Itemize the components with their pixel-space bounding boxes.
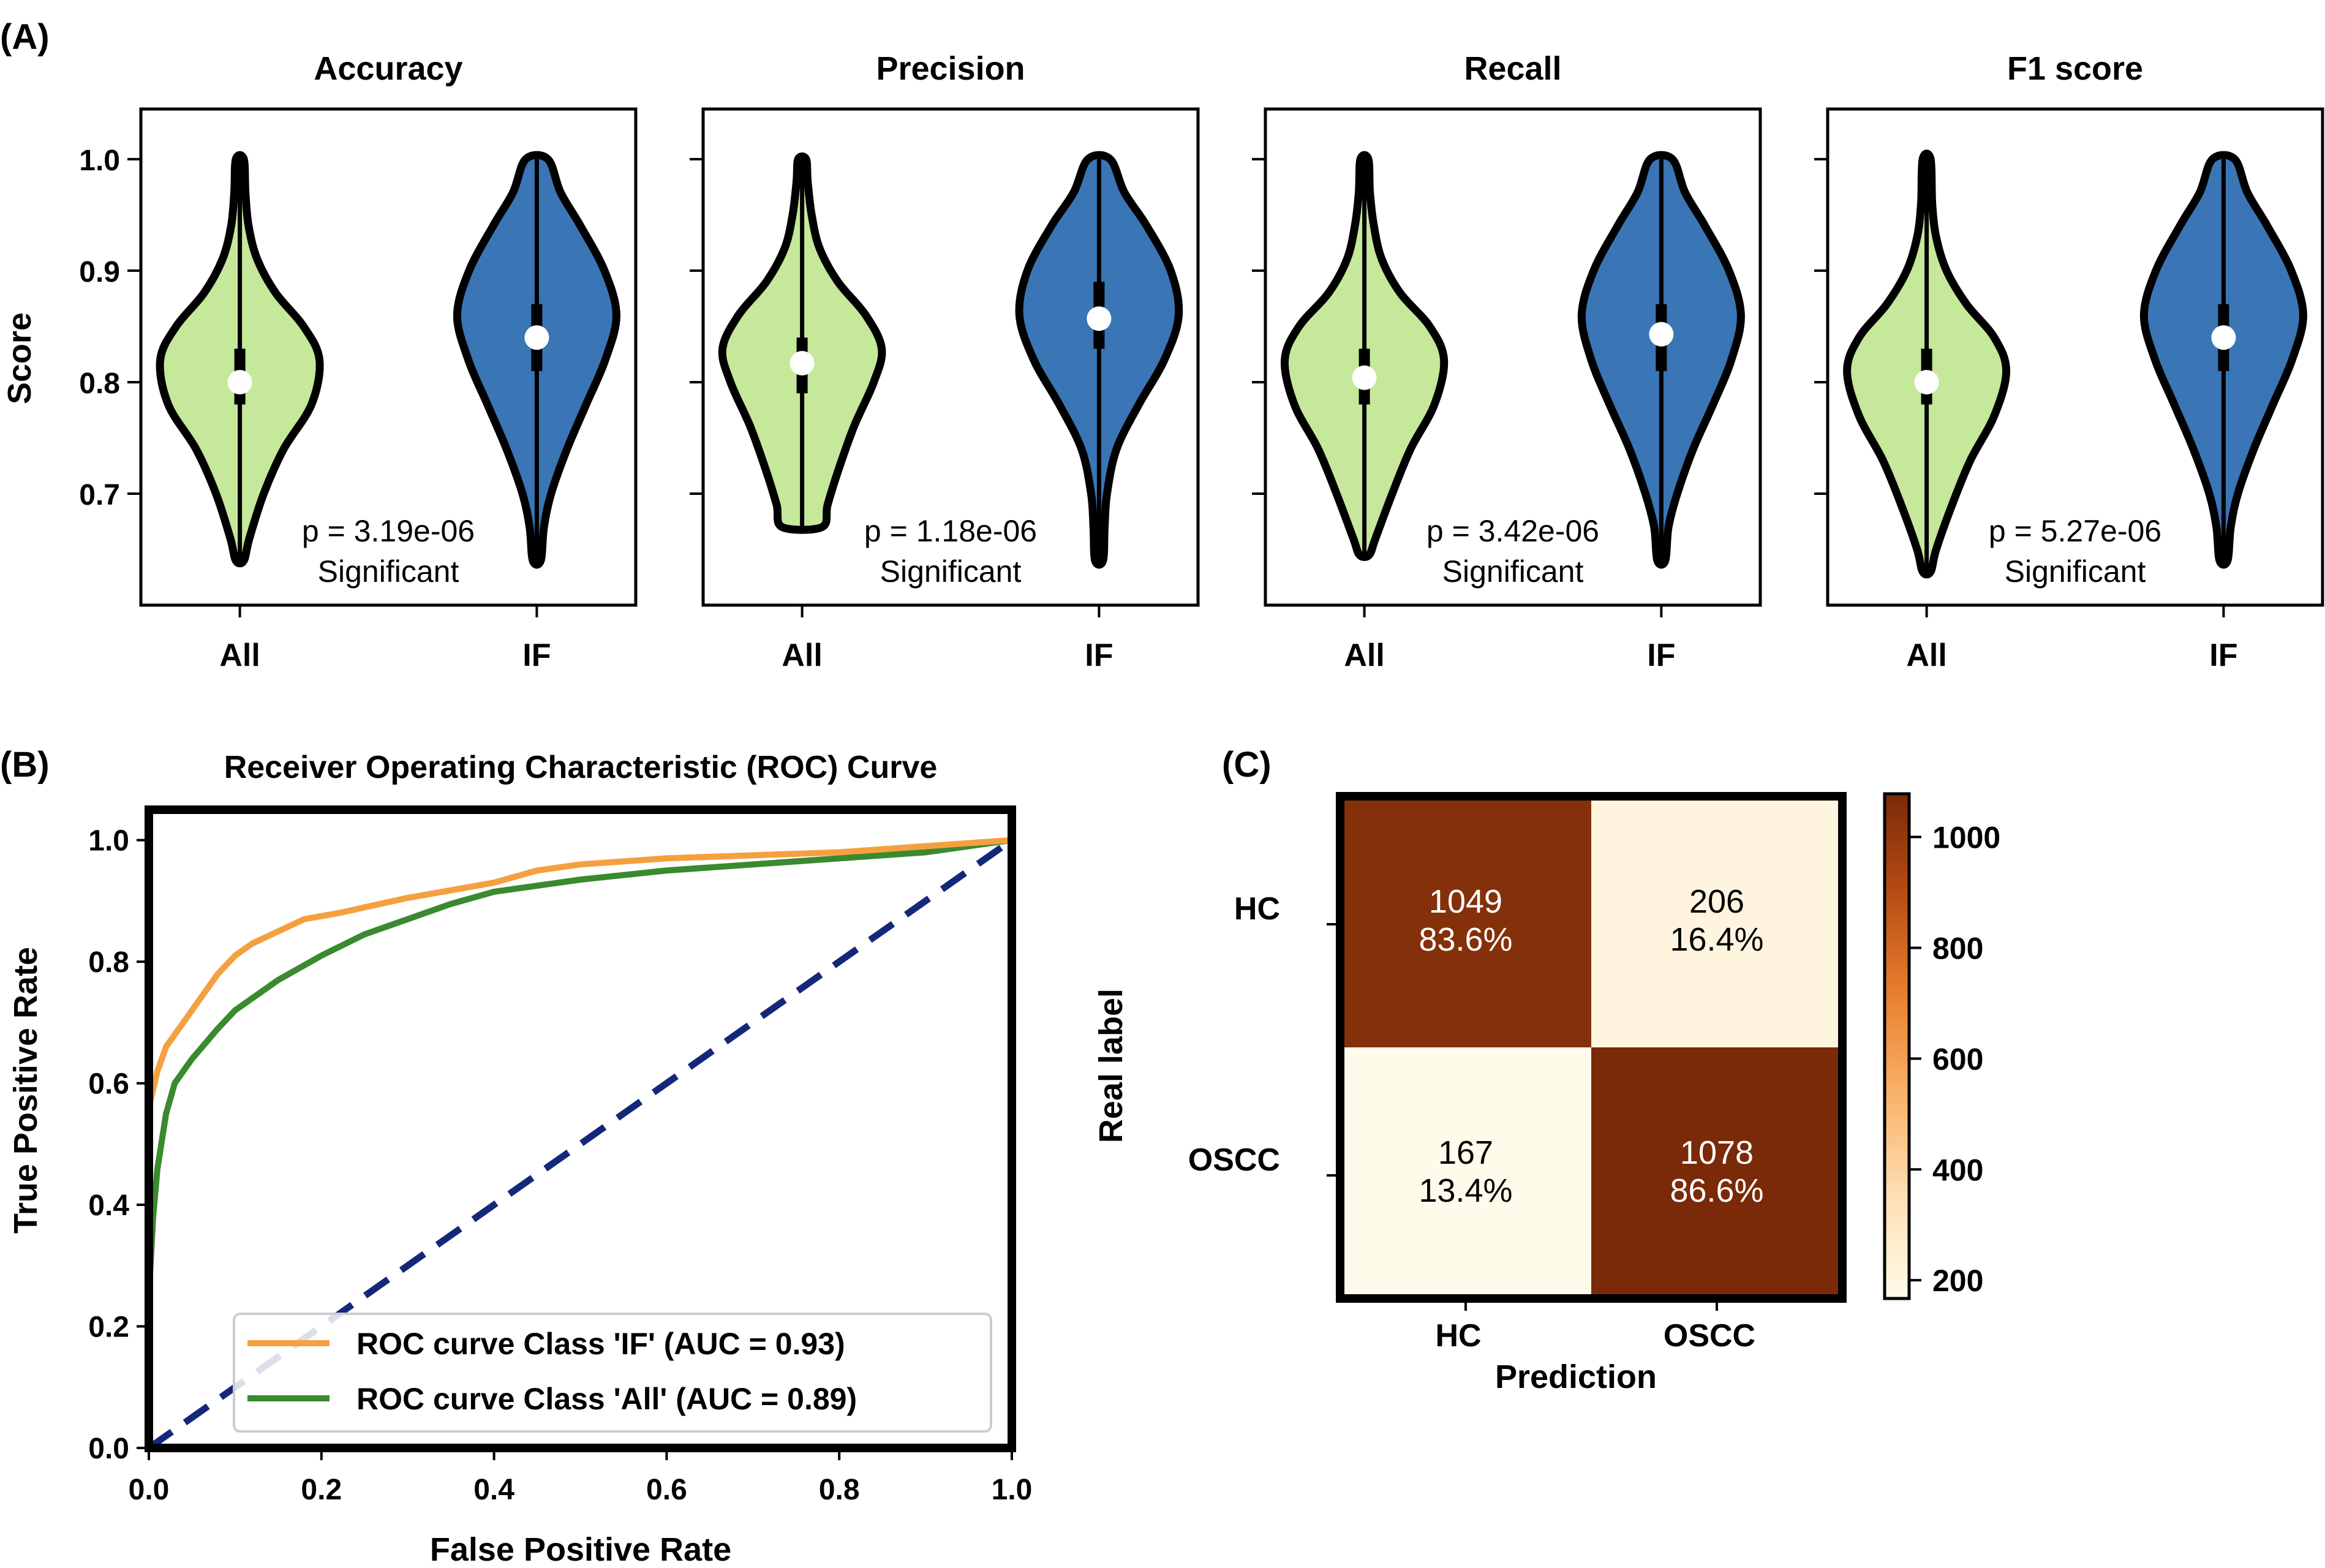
cell-percent: 83.6% bbox=[1419, 921, 1512, 958]
matrix-cell bbox=[1340, 796, 1591, 1047]
matrix-frame bbox=[1336, 792, 1847, 1303]
significance-label: Significant bbox=[1442, 554, 1584, 589]
y-tick-label: 0.7 bbox=[79, 479, 120, 511]
x-tick-label: 0.2 bbox=[301, 1474, 342, 1506]
x-tick-label: 1.0 bbox=[992, 1474, 1033, 1506]
roc-y-axis-label: True Positive Rate bbox=[7, 947, 44, 1234]
x-tick-label: IF bbox=[2209, 638, 2237, 673]
violin-median-dot bbox=[1087, 306, 1112, 331]
matrix-cell bbox=[1591, 1047, 1842, 1298]
y-tick-label: 0.8 bbox=[79, 368, 120, 400]
cell-count: 1078 bbox=[1680, 1134, 1754, 1171]
colorbar-tick-label: 1000 bbox=[1932, 821, 2000, 855]
panel-b-roc: (B) Receiver Operating Characteristic (R… bbox=[0, 745, 1032, 1568]
cell-percent: 16.4% bbox=[1670, 921, 1763, 958]
y-tick-label: 1.0 bbox=[88, 825, 129, 858]
x-tick-label: All bbox=[219, 638, 260, 673]
violin-median-dot bbox=[789, 351, 815, 376]
x-category-label: HC bbox=[1435, 1318, 1481, 1354]
cell-count: 206 bbox=[1689, 883, 1744, 920]
subplot-frame bbox=[139, 107, 638, 607]
x-tick-label: IF bbox=[522, 638, 551, 673]
y-tick-label: 0.4 bbox=[88, 1189, 129, 1222]
roc-line-roc-curve-class-if bbox=[149, 837, 1012, 1448]
subplot-f1-score: F1 score All IF p = 5.27e-06 Significant bbox=[1814, 50, 2324, 673]
subplot-precision: Precision All IF p = 1.18e-06 Significant bbox=[690, 50, 1200, 673]
roc-x-axis-label: False Positive Rate bbox=[430, 1531, 731, 1568]
matrix-cell bbox=[1591, 796, 1842, 1047]
subplot-title: F1 score bbox=[2007, 50, 2143, 87]
subplot-frame bbox=[1826, 107, 2324, 607]
colorbar-tick-label: 800 bbox=[1932, 931, 1983, 965]
p-value-label: p = 3.42e-06 bbox=[1426, 514, 1599, 548]
p-value-label: p = 3.19e-06 bbox=[302, 514, 475, 548]
legend-box bbox=[233, 1313, 992, 1433]
p-value-label: p = 1.18e-06 bbox=[864, 514, 1037, 548]
significance-label: Significant bbox=[880, 554, 1022, 589]
colorbar-tick-label: 400 bbox=[1932, 1153, 1983, 1187]
violin-median-dot bbox=[524, 325, 549, 350]
roc-title: Receiver Operating Characteristic (ROC) … bbox=[224, 750, 938, 785]
x-category-label: OSCC bbox=[1664, 1318, 1755, 1354]
y-tick-label: 0.9 bbox=[79, 256, 120, 288]
colorbar-tick-label: 600 bbox=[1932, 1042, 1983, 1076]
roc-legend: ROC curve Class 'IF' (AUC = 0.93) ROC cur… bbox=[233, 1313, 992, 1433]
cell-percent: 13.4% bbox=[1419, 1172, 1512, 1209]
violin-median-dot bbox=[1649, 322, 1674, 347]
panel-a-label: (A) bbox=[0, 17, 50, 57]
x-tick-label: All bbox=[1906, 638, 1946, 673]
y-tick-label: 0.6 bbox=[88, 1068, 129, 1101]
significance-label: Significant bbox=[318, 554, 459, 589]
x-tick-label: 0.8 bbox=[819, 1474, 860, 1506]
panel-a: (A) Score Accuracy 0.7 0.8 0.9 1.0 All IF p = 3… bbox=[0, 17, 2324, 673]
subplot-title: Recall bbox=[1464, 50, 1561, 87]
panel-b-label: (B) bbox=[0, 745, 50, 785]
panel-c-label: (C) bbox=[1222, 745, 1272, 785]
score-axis-label: Score bbox=[1, 312, 38, 404]
roc-frame bbox=[145, 805, 1016, 1452]
y-category-label: HC bbox=[1234, 891, 1280, 927]
matrix-cell bbox=[1340, 1047, 1591, 1298]
x-tick-label: 0.6 bbox=[646, 1474, 687, 1506]
y-tick-label: 0.8 bbox=[88, 946, 129, 979]
cell-count: 167 bbox=[1438, 1134, 1493, 1171]
cm-x-axis-label: Prediction bbox=[1495, 1359, 1657, 1395]
p-value-label: p = 5.27e-06 bbox=[1989, 514, 2161, 548]
x-tick-label: All bbox=[1344, 638, 1384, 673]
subplot-title: Accuracy bbox=[314, 50, 462, 87]
subplot-accuracy: Accuracy 0.7 0.8 0.9 1.0 All IF p = 3.19e-06 Sig… bbox=[79, 50, 638, 673]
colorbar bbox=[1883, 792, 1911, 1300]
subplot-frame bbox=[1264, 107, 1762, 607]
legend-entry: ROC curve Class 'All' (AUC = 0.89) bbox=[356, 1382, 857, 1416]
subplot-title: Precision bbox=[876, 50, 1025, 87]
y-tick-label: 0.2 bbox=[88, 1311, 129, 1344]
panel-c-confusion-matrix: (C) Prediction Real label 104983.6%20616… bbox=[1093, 745, 2000, 1395]
legend-entry: ROC curve Class 'IF' (AUC = 0.93) bbox=[356, 1327, 845, 1361]
x-tick-label: All bbox=[782, 638, 822, 673]
cell-percent: 86.6% bbox=[1670, 1172, 1763, 1209]
violin-median-dot bbox=[1914, 369, 1939, 394]
x-tick-label: 0.0 bbox=[129, 1474, 170, 1506]
y-tick-label: 0.0 bbox=[88, 1433, 129, 1465]
violin-median-dot bbox=[1352, 365, 1377, 390]
x-tick-label: IF bbox=[1647, 638, 1675, 673]
x-tick-label: 0.4 bbox=[473, 1474, 514, 1506]
cm-y-axis-label: Real label bbox=[1093, 989, 1129, 1143]
colorbar-tick-label: 200 bbox=[1932, 1264, 1983, 1298]
significance-label: Significant bbox=[2005, 554, 2146, 589]
subplot-recall: Recall All IF p = 3.42e-06 Significant bbox=[1252, 50, 1762, 673]
subplot-frame bbox=[701, 107, 1200, 607]
y-category-label: OSCC bbox=[1188, 1142, 1280, 1178]
roc-line-roc-curve-class-all bbox=[149, 837, 1012, 1448]
violin-median-dot bbox=[2211, 325, 2236, 350]
x-tick-label: IF bbox=[1085, 638, 1113, 673]
violin-median-dot bbox=[227, 369, 252, 394]
cell-count: 1049 bbox=[1429, 883, 1502, 920]
y-tick-label: 1.0 bbox=[79, 145, 120, 177]
